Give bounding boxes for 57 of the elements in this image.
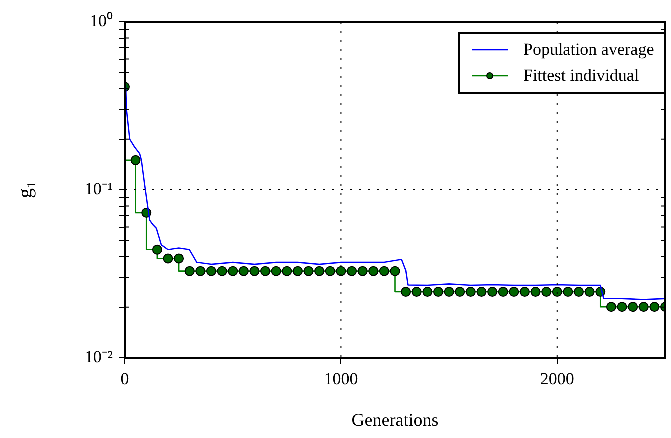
x-tick-label: 0 [120, 370, 130, 389]
point [542, 287, 552, 298]
point [206, 266, 216, 276]
point [422, 287, 433, 298]
point [584, 287, 595, 298]
point [455, 287, 466, 298]
point [412, 287, 422, 298]
point [174, 254, 184, 264]
point [260, 266, 271, 276]
point [379, 266, 390, 276]
point [390, 266, 400, 276]
point [336, 266, 346, 276]
point [368, 266, 379, 276]
point [433, 287, 444, 298]
point [347, 266, 358, 276]
point [292, 266, 303, 276]
point [638, 302, 649, 312]
y-tick-label: 10⁻² [84, 347, 113, 366]
point [304, 266, 314, 276]
point [358, 266, 368, 276]
point [314, 266, 325, 276]
point [282, 266, 292, 276]
point [498, 287, 508, 298]
point [617, 302, 628, 312]
point [628, 302, 638, 312]
point [238, 266, 249, 276]
point [509, 287, 520, 298]
point [488, 287, 498, 298]
x-tick-label: 1000 [324, 370, 358, 389]
point [217, 266, 228, 276]
point [228, 266, 238, 276]
point [650, 302, 660, 312]
point [520, 287, 530, 298]
x-axis-title: Generations [352, 410, 439, 430]
point [401, 287, 412, 298]
point [130, 155, 141, 166]
point [196, 266, 206, 276]
point [552, 287, 562, 298]
point [563, 287, 574, 298]
legend-label: Fittest individual [524, 65, 640, 87]
point [444, 287, 454, 298]
point [152, 244, 162, 255]
point [466, 287, 476, 298]
x-tick-label: 2000 [540, 370, 574, 389]
point [530, 287, 541, 298]
point [606, 302, 616, 312]
point [271, 266, 282, 276]
point [184, 266, 195, 276]
y-tick-label: 10⁻¹ [84, 179, 113, 198]
point [476, 287, 487, 298]
y-tick-label: 10⁰ [90, 11, 113, 30]
y-axis-title: g₁ [14, 182, 36, 198]
legend-label: Population average [524, 39, 654, 61]
point [163, 254, 174, 264]
point [574, 287, 584, 298]
point [250, 266, 260, 276]
point [325, 266, 336, 276]
